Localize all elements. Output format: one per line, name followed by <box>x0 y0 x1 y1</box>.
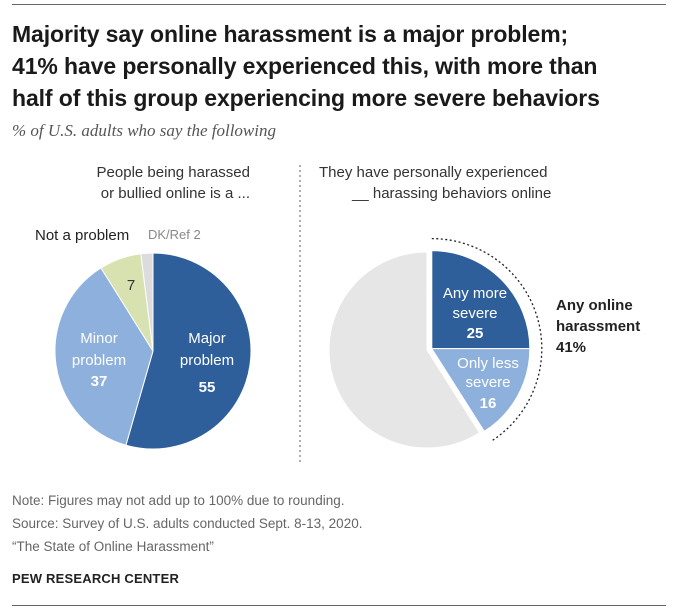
chart-subtitle: % of U.S. adults who say the following <box>12 121 276 140</box>
harassment-bracket-arc <box>431 237 543 443</box>
label-major-line-1: Major <box>188 330 226 347</box>
label-not-a-problem: Not a problem <box>35 227 129 244</box>
note-source: Source: Survey of U.S. adults conducted … <box>12 516 363 531</box>
label-major-line-2: problem <box>180 352 234 369</box>
label-more-severe-line-2: severe <box>452 305 497 322</box>
value-minor: 37 <box>91 373 108 390</box>
bracket-label-line-1: Any online <box>556 297 633 314</box>
title-line-2: 41% have personally experienced this, wi… <box>12 53 598 79</box>
label-less-severe-line-1: Only less <box>457 355 519 372</box>
left-chart-header-line-2: or bullied online is a ... <box>101 185 250 202</box>
right-pie <box>328 237 543 449</box>
left-pie <box>54 252 252 450</box>
note-report-title: “The State of Online Harassment” <box>12 539 214 554</box>
slice-major-problem <box>125 252 252 450</box>
title-line-3: half of this group experiencing more sev… <box>12 85 600 111</box>
slice-only-less-severe <box>430 348 531 433</box>
label-minor-line-2: problem <box>72 352 126 369</box>
right-chart-header-line-1: They have personally experienced <box>319 164 547 181</box>
bracket-label-line-2: harassment <box>556 318 640 335</box>
label-minor-line-1: Minor <box>80 330 118 347</box>
source-org: PEW RESEARCH CENTER <box>12 571 180 586</box>
title-line-1: Majority say online harassment is a majo… <box>12 21 569 47</box>
value-more-severe: 25 <box>467 325 484 342</box>
slice-dk-ref <box>140 252 154 352</box>
bottom-rule <box>12 605 666 606</box>
note-rounding: Note: Figures may not add up to 100% due… <box>12 493 345 508</box>
label-more-severe-line-1: Any more <box>443 285 507 302</box>
label-dk-ref: DK/Ref 2 <box>148 227 201 242</box>
right-chart-header-line-2: __ harassing behaviors online <box>351 185 551 202</box>
slice-no-harassment <box>328 251 481 449</box>
value-less-severe: 16 <box>480 395 497 412</box>
label-less-severe-line-2: severe <box>465 374 510 391</box>
top-rule <box>12 4 666 5</box>
value-major: 55 <box>199 379 216 396</box>
value-not-a-problem: 7 <box>127 277 135 294</box>
chart-title: Majority say online harassment is a majo… <box>12 18 672 114</box>
left-chart-header-line-1: People being harassed <box>97 164 250 181</box>
bracket-label-line-3: 41% <box>556 339 586 356</box>
slice-any-more-severe <box>431 250 531 350</box>
